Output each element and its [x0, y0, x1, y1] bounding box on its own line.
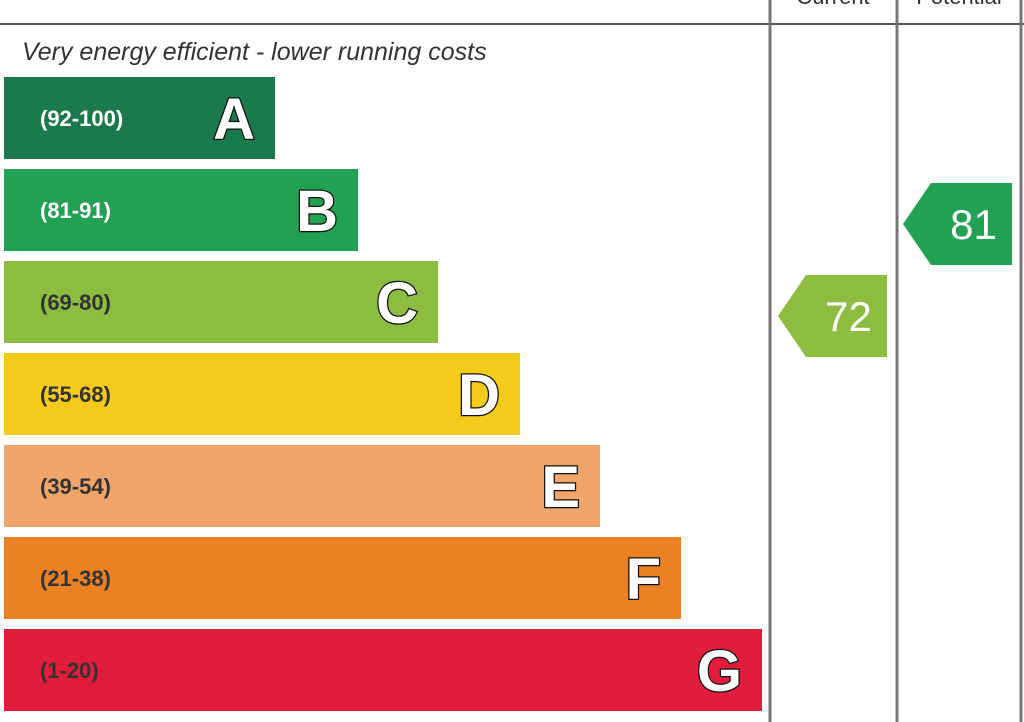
rating-band: [4, 261, 438, 343]
rating-band: [4, 629, 762, 711]
band-range: (55-68): [40, 382, 111, 407]
rating-band: [4, 353, 520, 435]
band-letter: D: [458, 363, 500, 428]
current-arrow: [778, 275, 887, 357]
band-letter: G: [697, 639, 742, 704]
band-range: (92-100): [40, 106, 123, 131]
band-range: (21-38): [40, 566, 111, 591]
band-range: (1-20): [40, 658, 99, 683]
band-range: (81-91): [40, 198, 111, 223]
rating-band: [4, 445, 600, 527]
band-letter: A: [213, 87, 255, 152]
caption: Very energy efficient - lower running co…: [22, 38, 487, 66]
band-letter: B: [296, 179, 338, 244]
rating-band: [4, 537, 681, 619]
band-range: (69-80): [40, 290, 111, 315]
rating-band: [4, 169, 358, 251]
current-rating: 72: [825, 293, 872, 340]
current-header: Current: [796, 0, 869, 9]
band-letter: C: [376, 271, 418, 336]
rating-band: [4, 77, 275, 159]
potential-arrow: [903, 183, 1012, 265]
band-range: (39-54): [40, 474, 111, 499]
band-letter: E: [541, 455, 580, 520]
potential-rating: 81: [950, 201, 997, 248]
band-letter: F: [626, 547, 661, 612]
potential-header: Potential: [916, 0, 1002, 9]
